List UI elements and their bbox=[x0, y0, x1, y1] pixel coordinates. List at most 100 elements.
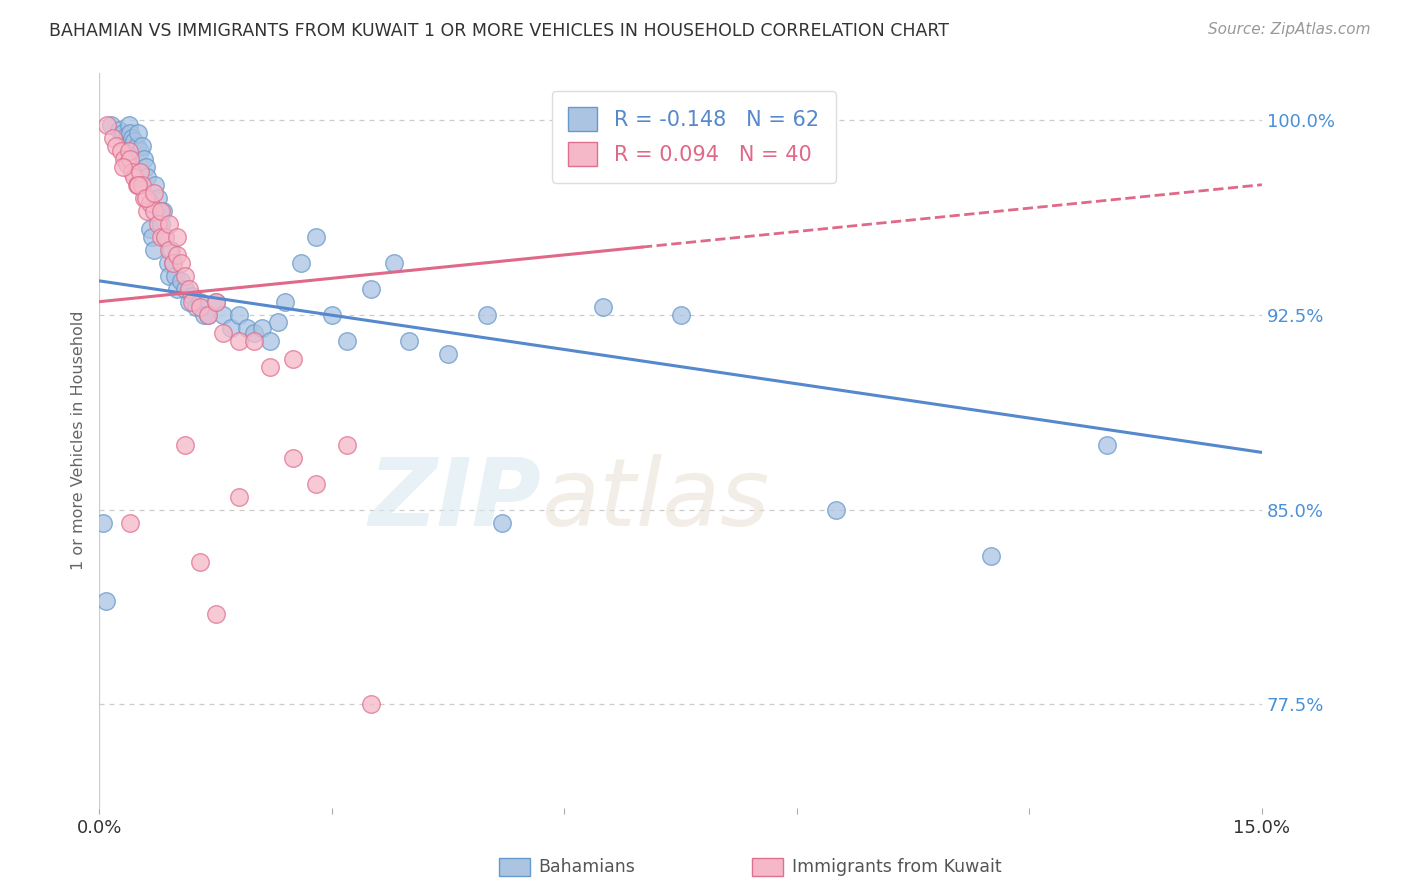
Point bbox=[127, 126, 149, 140]
Point bbox=[162, 255, 184, 269]
Point bbox=[166, 229, 188, 244]
Point bbox=[228, 490, 250, 504]
Point bbox=[118, 118, 141, 132]
Point bbox=[188, 300, 211, 314]
Point bbox=[382, 255, 405, 269]
Point bbox=[181, 289, 204, 303]
Point bbox=[305, 476, 328, 491]
Point bbox=[259, 359, 281, 374]
Point bbox=[212, 326, 235, 340]
Point bbox=[360, 698, 382, 712]
Point bbox=[105, 138, 128, 153]
Point bbox=[149, 203, 172, 218]
Point bbox=[336, 437, 359, 451]
Point bbox=[170, 274, 193, 288]
Point bbox=[173, 282, 195, 296]
Text: Source: ZipAtlas.com: Source: ZipAtlas.com bbox=[1208, 22, 1371, 37]
Point bbox=[125, 138, 148, 153]
Point bbox=[103, 131, 125, 145]
Point bbox=[150, 217, 173, 231]
Point bbox=[143, 178, 166, 192]
Point bbox=[219, 320, 242, 334]
Point bbox=[121, 131, 143, 145]
Point bbox=[360, 282, 382, 296]
Point bbox=[186, 300, 208, 314]
Point bbox=[111, 126, 134, 140]
Point bbox=[197, 308, 219, 322]
Point bbox=[243, 334, 266, 348]
Point bbox=[124, 169, 146, 184]
Point bbox=[290, 255, 312, 269]
Point bbox=[274, 294, 297, 309]
Point bbox=[152, 203, 174, 218]
Point bbox=[155, 229, 177, 244]
Point bbox=[159, 243, 181, 257]
Point bbox=[100, 118, 122, 132]
Text: Immigrants from Kuwait: Immigrants from Kuwait bbox=[792, 858, 1001, 876]
Point bbox=[166, 248, 188, 262]
Point bbox=[94, 593, 117, 607]
Point bbox=[120, 516, 142, 530]
Point bbox=[128, 144, 150, 158]
Point bbox=[110, 144, 132, 158]
Point bbox=[592, 112, 614, 127]
Point bbox=[1095, 437, 1118, 451]
Point bbox=[121, 165, 143, 179]
Point bbox=[139, 195, 162, 210]
Point bbox=[136, 169, 159, 184]
Point bbox=[283, 351, 305, 366]
Point bbox=[91, 516, 114, 530]
Point bbox=[134, 191, 156, 205]
Point bbox=[131, 178, 153, 192]
Point bbox=[188, 555, 211, 569]
Point bbox=[115, 128, 138, 143]
Point bbox=[228, 334, 250, 348]
Point bbox=[177, 294, 200, 309]
Point bbox=[181, 294, 204, 309]
Point bbox=[135, 160, 157, 174]
Point bbox=[127, 178, 149, 192]
Point bbox=[135, 191, 157, 205]
Point bbox=[197, 308, 219, 322]
Point bbox=[235, 320, 257, 334]
Text: atlas: atlas bbox=[541, 454, 769, 545]
Legend: R = -0.148   N = 62, R = 0.094   N = 40: R = -0.148 N = 62, R = 0.094 N = 40 bbox=[551, 91, 837, 183]
Point bbox=[124, 134, 146, 148]
Point bbox=[475, 308, 498, 322]
Point bbox=[165, 268, 187, 283]
Point bbox=[150, 203, 173, 218]
Point bbox=[162, 255, 184, 269]
Point bbox=[142, 203, 165, 218]
Point bbox=[212, 308, 235, 322]
Y-axis label: 1 or more Vehicles in Household: 1 or more Vehicles in Household bbox=[72, 311, 86, 571]
Point bbox=[204, 294, 226, 309]
Point bbox=[166, 282, 188, 296]
Point bbox=[146, 217, 169, 231]
Point bbox=[108, 123, 131, 137]
Point bbox=[592, 300, 614, 314]
Point bbox=[120, 152, 142, 166]
Point bbox=[321, 308, 343, 322]
Point bbox=[157, 243, 180, 257]
Point bbox=[228, 308, 250, 322]
Point bbox=[980, 549, 1002, 564]
Text: ZIP: ZIP bbox=[368, 453, 541, 546]
Point bbox=[259, 334, 281, 348]
Point bbox=[139, 222, 162, 236]
Text: BAHAMIAN VS IMMIGRANTS FROM KUWAIT 1 OR MORE VEHICLES IN HOUSEHOLD CORRELATION C: BAHAMIAN VS IMMIGRANTS FROM KUWAIT 1 OR … bbox=[49, 22, 949, 40]
Point bbox=[127, 178, 149, 192]
Point bbox=[204, 607, 226, 621]
Point bbox=[142, 243, 165, 257]
Point bbox=[824, 502, 846, 516]
Point bbox=[131, 138, 153, 153]
Point bbox=[437, 346, 460, 360]
Point bbox=[305, 229, 328, 244]
Point bbox=[155, 229, 177, 244]
Point bbox=[188, 294, 211, 309]
Point bbox=[112, 152, 135, 166]
Point bbox=[491, 516, 513, 530]
Point bbox=[118, 144, 141, 158]
Point bbox=[111, 160, 134, 174]
Point bbox=[157, 268, 180, 283]
Point bbox=[204, 294, 226, 309]
